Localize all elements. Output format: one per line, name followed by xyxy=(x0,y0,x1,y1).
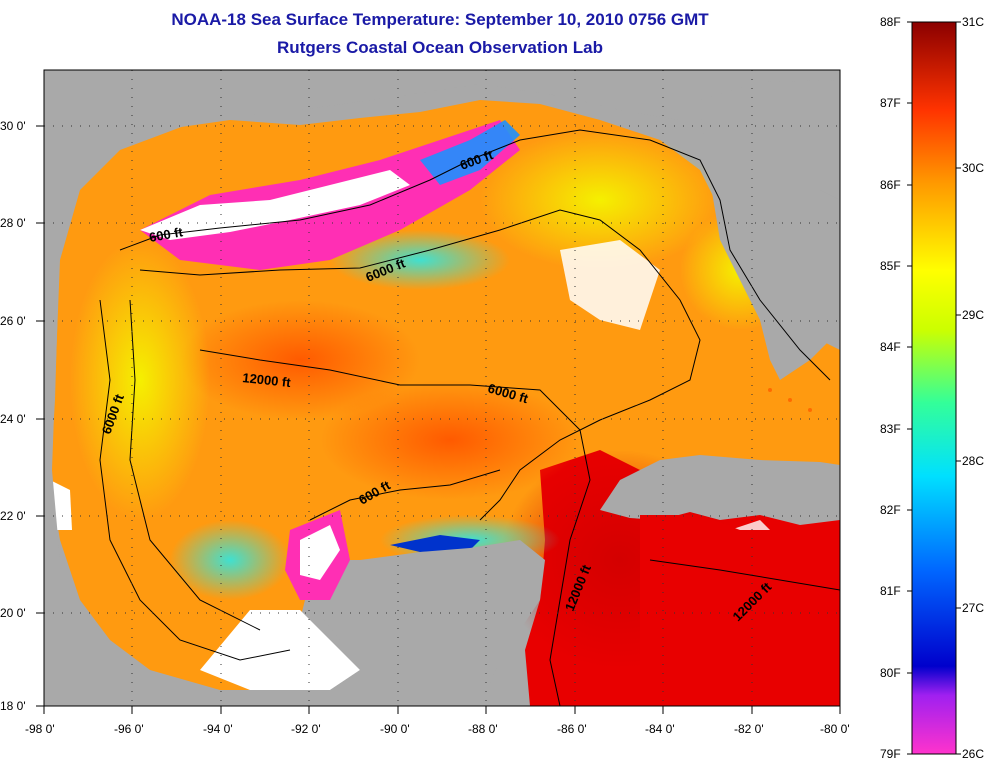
lon-tick-86: -86 0' xyxy=(557,722,587,736)
lon-tick-98: -98 0' xyxy=(25,722,55,736)
cloud-yucatan xyxy=(200,610,360,690)
lat-tick-30: 30 0' xyxy=(0,119,26,133)
lon-tick-82: -82 0' xyxy=(734,722,764,736)
cbar-f-81: 81F xyxy=(880,584,901,598)
bathymetry-contours xyxy=(99,129,840,706)
colorbar-ticks xyxy=(907,21,961,755)
cbar-c-27: 27C xyxy=(962,601,984,615)
cbar-f-84: 84F xyxy=(880,340,901,354)
cbar-c-26: 26C xyxy=(962,747,984,761)
cbar-f-82: 82F xyxy=(880,503,901,517)
lat-tick-20: 20 0' xyxy=(0,606,26,620)
lon-tick-94: -94 0' xyxy=(203,722,233,736)
cbar-f-80: 80F xyxy=(880,666,901,680)
cuba xyxy=(600,455,840,525)
cbar-f-86: 86F xyxy=(880,178,901,192)
map-title: NOAA-18 Sea Surface Temperature: Septemb… xyxy=(171,10,709,29)
cbar-f-79: 79F xyxy=(880,747,901,761)
lon-tick-92: -92 0' xyxy=(291,722,321,736)
lon-tick-80: -80 0' xyxy=(820,722,850,736)
lon-tick-88: -88 0' xyxy=(468,722,498,736)
lat-tick-28: 28 0' xyxy=(0,216,26,230)
yucatan xyxy=(320,540,545,706)
lat-tick-22: 22 0' xyxy=(0,509,26,523)
cloud-north xyxy=(140,170,410,240)
cbar-c-29: 29C xyxy=(962,308,984,322)
map-frame xyxy=(43,69,841,707)
cbar-c-28: 28C xyxy=(962,454,984,468)
map-field: 600 ft 600 ft 6000 ft 12000 ft 6000 ft 6… xyxy=(44,70,840,706)
lat-tick-24: 24 0' xyxy=(0,412,26,426)
lon-tick-90: -90 0' xyxy=(380,722,410,736)
colorbar xyxy=(911,21,957,755)
cbar-c-31: 31C xyxy=(962,15,984,29)
lat-tick-18: 18 0' xyxy=(0,699,26,713)
lon-tick-84: -84 0' xyxy=(645,722,675,736)
lat-tick-26: 26 0' xyxy=(0,314,26,328)
contour-label-12000-w: 12000 ft xyxy=(242,370,292,390)
cbar-f-85: 85F xyxy=(880,259,901,273)
cbar-c-30: 30C xyxy=(962,161,984,175)
map-subtitle: Rutgers Coastal Ocean Observation Lab xyxy=(277,38,603,57)
lon-tick-96: -96 0' xyxy=(114,722,144,736)
florida xyxy=(700,90,840,380)
contour-label-600-nw: 600 ft xyxy=(148,224,185,245)
cbar-f-87: 87F xyxy=(880,96,901,110)
axis-ticks xyxy=(36,125,841,714)
cbar-f-83: 83F xyxy=(880,422,901,436)
cbar-f-88: 88F xyxy=(880,15,901,29)
